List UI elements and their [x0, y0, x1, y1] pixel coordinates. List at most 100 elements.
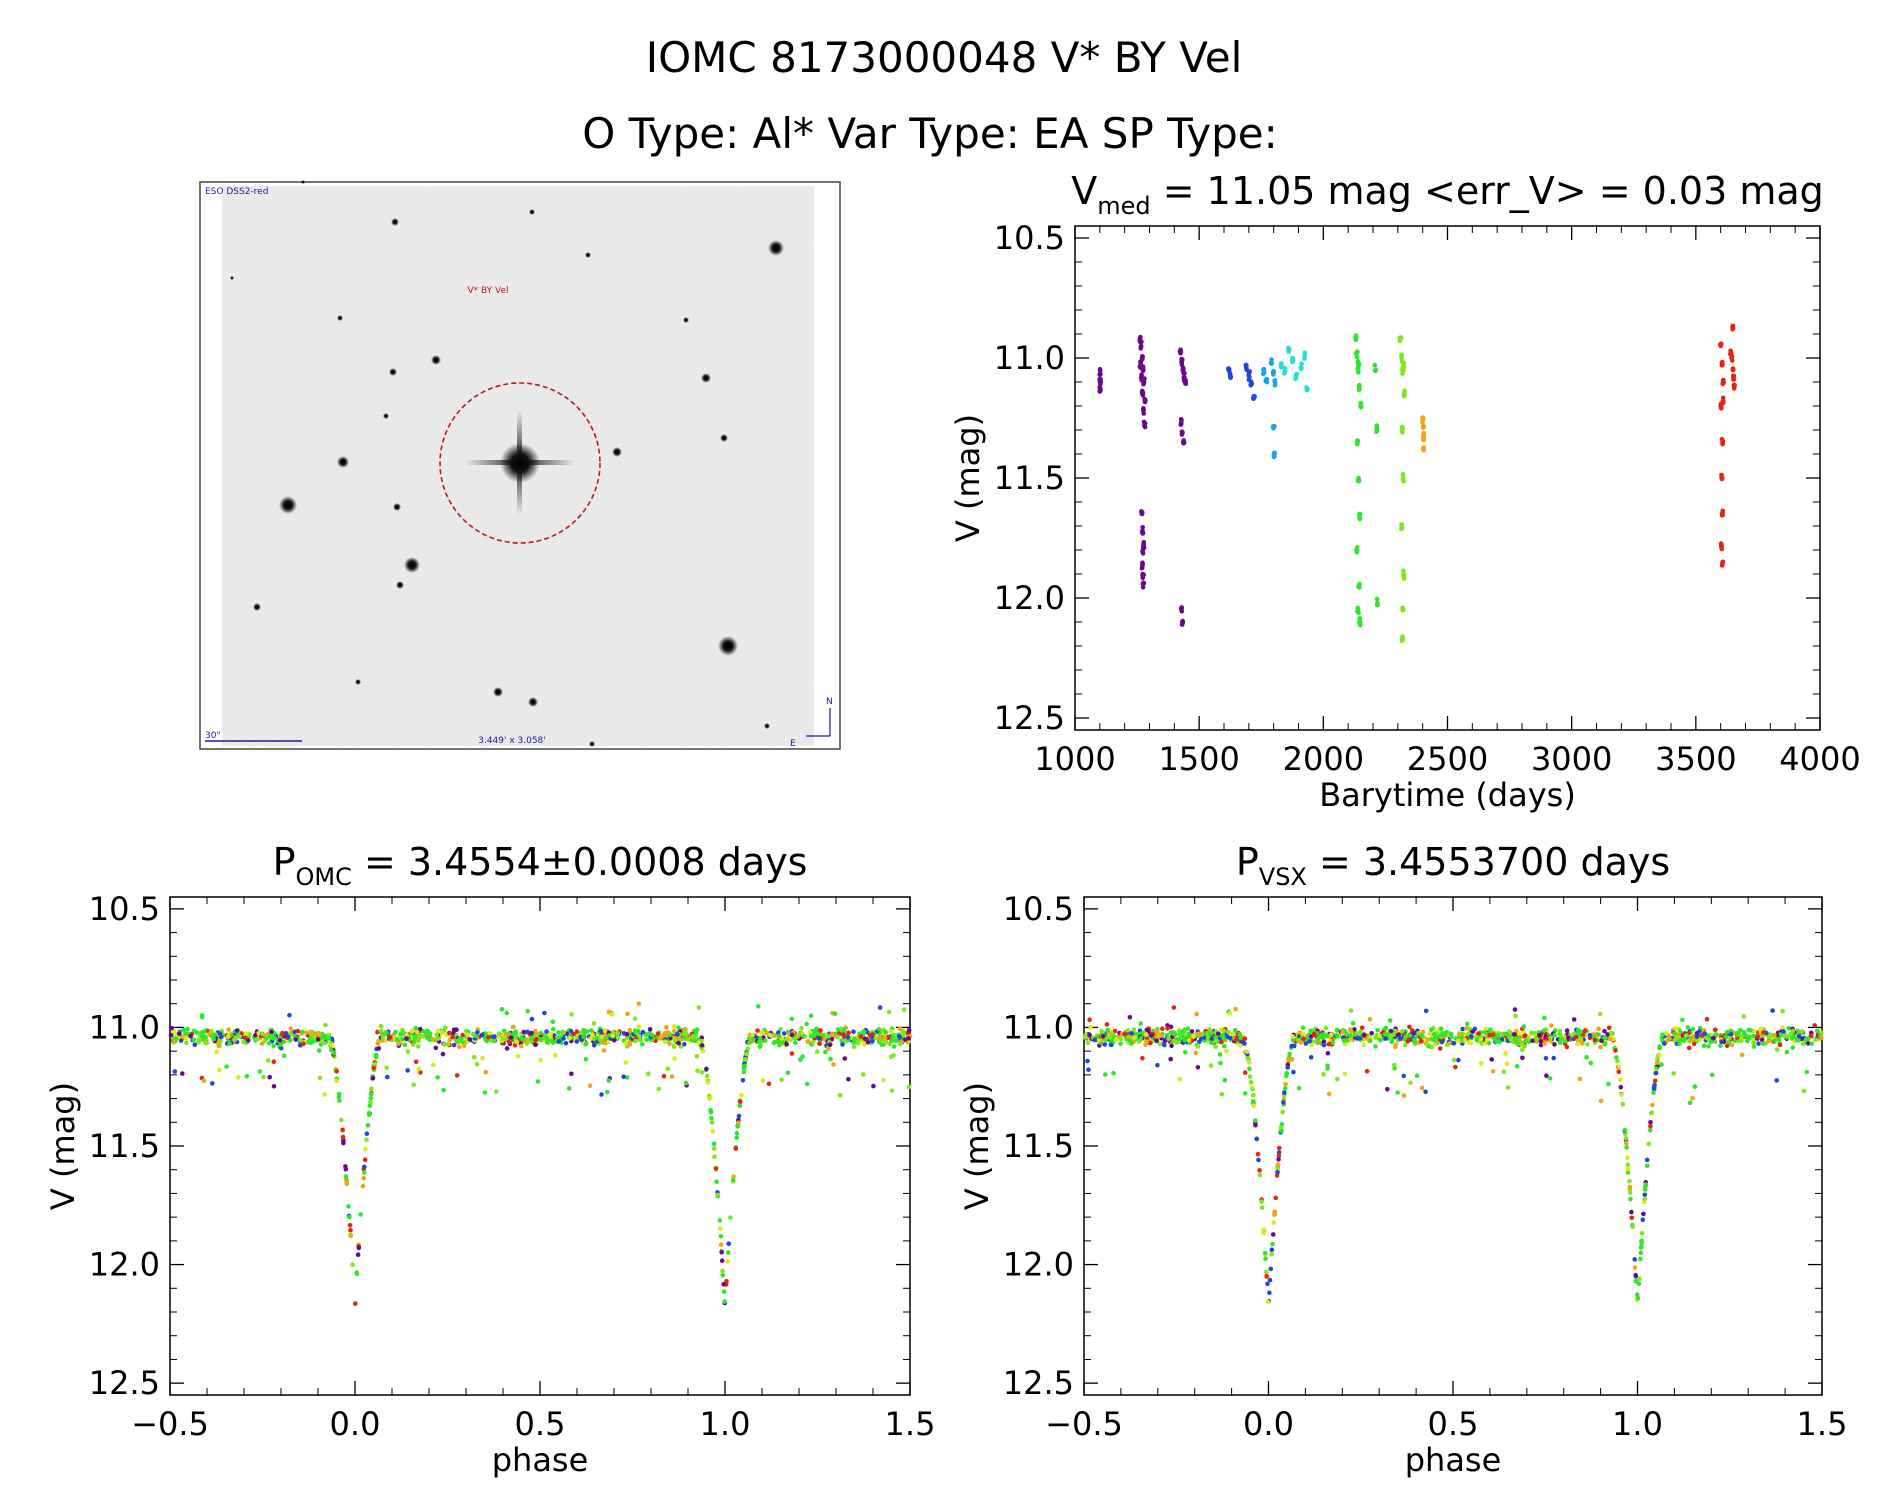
phase-point [1718, 1043, 1723, 1048]
phase-point [656, 1086, 661, 1092]
phase-point [340, 1127, 345, 1133]
phase-point [1290, 1034, 1295, 1039]
phase-point [487, 1031, 493, 1036]
phase-point [396, 1041, 401, 1046]
phase-point [1456, 1057, 1461, 1063]
phase-point [360, 1183, 366, 1189]
phase-point [499, 1006, 505, 1012]
lightcurve-point [1138, 344, 1144, 350]
phase-point [337, 1098, 342, 1103]
phase-point [756, 1039, 762, 1045]
lightcurve-point [1143, 397, 1148, 403]
phase-point [1780, 1025, 1785, 1030]
phase-point [1691, 1041, 1697, 1047]
phase-point [807, 1030, 813, 1035]
phase-point [605, 1036, 610, 1041]
phase-point [1423, 1089, 1428, 1095]
phase-point [1168, 1056, 1173, 1062]
phase-point [1490, 1069, 1496, 1074]
phase-point [1532, 1030, 1538, 1036]
y-tick-label: 10.5 [994, 219, 1065, 257]
y-tick-label: 11.0 [1003, 1008, 1074, 1046]
phase-point [709, 1120, 715, 1125]
phase-point [1660, 1032, 1665, 1037]
phase-point [1713, 1032, 1718, 1038]
phase-point [726, 1241, 731, 1247]
phase-point [341, 1138, 346, 1144]
phase-point [1398, 1036, 1403, 1042]
phase-point [870, 1039, 875, 1044]
phase-point [454, 1027, 459, 1032]
phase-point [1099, 1028, 1104, 1034]
phase-point [435, 1029, 441, 1034]
phase-point [686, 1036, 691, 1041]
x-tick-label: 0.5 [515, 1405, 566, 1443]
phase-point [236, 1075, 241, 1080]
x-tick-label: 2000 [1283, 740, 1364, 778]
phase-point [1308, 1028, 1313, 1034]
lightcurve-point [1372, 362, 1378, 368]
phase-point [1268, 1266, 1274, 1272]
phase-point [1512, 1007, 1518, 1012]
phase-point [1326, 1091, 1332, 1097]
phase-point [1118, 1041, 1123, 1046]
lightcurve-point [1373, 367, 1379, 373]
phase-point [1177, 1076, 1183, 1082]
phase-point [1557, 1028, 1563, 1034]
phase-point [1396, 1032, 1402, 1037]
phase-point [1632, 1257, 1637, 1262]
phase-point [1154, 1038, 1159, 1044]
phase-point [271, 1043, 277, 1049]
phase-point [315, 1036, 321, 1042]
phase-point [434, 1032, 439, 1038]
phase-point [1805, 1041, 1811, 1046]
phase-point [375, 1041, 381, 1046]
target-star [465, 410, 575, 515]
field-star [404, 557, 420, 573]
phase-point [176, 1031, 182, 1036]
phase-point [574, 1034, 579, 1039]
phase-point [664, 1024, 669, 1030]
lightcurve-point [1141, 541, 1146, 547]
phase-point [736, 1113, 742, 1119]
phase-point [285, 1034, 291, 1039]
phase-point [181, 1027, 187, 1033]
phase-point [625, 1011, 630, 1017]
phase-point [203, 1034, 208, 1040]
lightcurve-point [1358, 404, 1364, 409]
phase-point [1367, 1016, 1373, 1022]
phase-point [368, 1099, 373, 1105]
phase-point [425, 1035, 430, 1040]
phase-point [501, 1028, 507, 1034]
lightcurve-point [1358, 400, 1364, 406]
phase-point [1138, 1035, 1144, 1041]
phase-point [257, 1069, 263, 1074]
phase-point [862, 1036, 868, 1042]
phase-point [1513, 1013, 1518, 1019]
phase-point [270, 1035, 275, 1041]
phase-point [1596, 1026, 1601, 1032]
phase-point [734, 1135, 739, 1140]
phase-point [757, 1044, 763, 1050]
phase-point [1412, 1039, 1417, 1044]
phase-point [1439, 1039, 1445, 1044]
phase-point [672, 1028, 677, 1034]
phase-point [1242, 1070, 1248, 1075]
phase-point [837, 1093, 843, 1098]
phase-point [188, 1033, 193, 1039]
phase-point [447, 1037, 453, 1043]
lightcurve-point [1375, 602, 1380, 608]
phase-point [1632, 1265, 1638, 1270]
lightcurve-point [1719, 513, 1725, 518]
phase-point [1702, 1031, 1707, 1036]
y-tick-label: 12.5 [89, 1364, 160, 1402]
phase-point [865, 1039, 871, 1045]
phase-point [810, 1039, 816, 1045]
phase-point [255, 1036, 260, 1042]
phase-point [1329, 1032, 1334, 1037]
phase-point [1272, 1209, 1278, 1215]
lightcurve-point [1731, 373, 1736, 379]
phase-point [1543, 1056, 1549, 1061]
phase-point [1283, 1081, 1288, 1087]
phase-point [840, 1042, 845, 1047]
